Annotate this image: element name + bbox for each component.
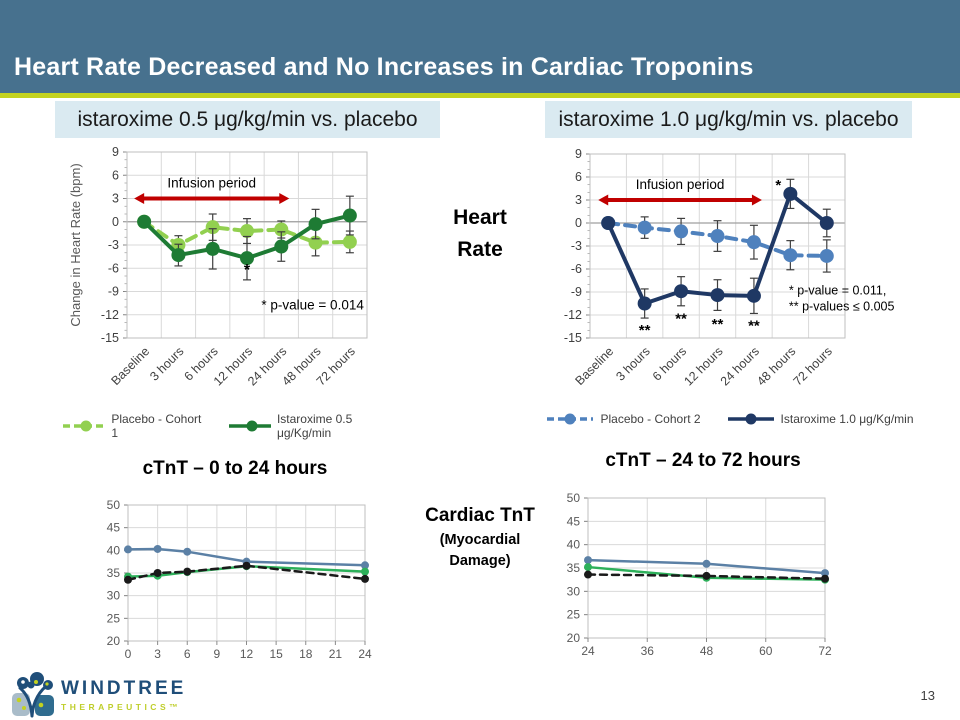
accent-stripe [0,93,960,98]
legend-label: Istaroxime 1.0 μg/Kg/min [780,412,914,426]
svg-text:**: ** [675,310,687,327]
svg-text:48 hours: 48 hours [754,344,798,388]
svg-text:18: 18 [299,647,313,661]
svg-text:25: 25 [567,608,581,622]
svg-text:-6: -6 [108,261,119,275]
svg-text:**: ** [639,322,651,339]
windtree-logo: WINDTREE THERAPEUTICS™ [10,672,186,718]
tree-logo-icon [12,672,54,718]
legend-label: Istaroxime 0.5 μg/Kg/min [276,412,353,440]
svg-text:-9: -9 [108,285,119,299]
svg-text:48: 48 [700,644,714,658]
svg-text:-15: -15 [564,331,582,345]
logo-sub: THERAPEUTICS™ [61,702,182,712]
svg-text:**: ** [712,316,724,333]
svg-text:50: 50 [567,491,581,505]
svg-text:25: 25 [107,611,121,625]
legend-label: Placebo - Cohort 2 [600,412,701,426]
svg-text:9: 9 [214,647,221,661]
svg-text:30: 30 [567,584,581,598]
svg-text:Infusion period: Infusion period [636,177,725,192]
legend-item: Istaroxime 1.0 μg/Kg/min [727,412,914,426]
svg-text:35: 35 [567,561,581,575]
legend-label: Placebo - Cohort 1 [111,412,202,440]
svg-text:72: 72 [818,644,832,658]
svg-text:-15: -15 [101,331,119,345]
solid-line-marker-icon [727,413,774,425]
svg-text:24: 24 [358,647,372,661]
svg-text:36: 36 [641,644,655,658]
svg-text:* p-value = 0.011,: * p-value = 0.011, [789,283,886,297]
svg-text:24: 24 [581,644,595,658]
svg-text:*: * [244,262,251,279]
svg-text:20: 20 [567,631,581,645]
svg-text:45: 45 [107,521,121,535]
svg-text:35: 35 [107,566,121,580]
legend-right: Placebo - Cohort 2 Istaroxime 1.0 μg/Kg/… [540,412,920,426]
svg-text:60: 60 [759,644,773,658]
svg-text:40: 40 [107,543,121,557]
svg-text:21: 21 [329,647,343,661]
slide-header: Heart Rate Decreased and No Increases in… [0,0,960,93]
cardiac-tnt-label: Cardiac TnT (Myocardial Damage) [425,505,535,570]
svg-text:6: 6 [112,168,119,182]
svg-text:Baseline: Baseline [573,344,617,388]
svg-text:3 hours: 3 hours [147,344,186,383]
svg-text:12 hours: 12 hours [681,344,725,388]
dashed-line-marker-icon [547,413,594,425]
panel-title-right: istaroxime 1.0 μg/kg/min vs. placebo [545,101,912,138]
dashed-line-marker-icon [63,420,106,432]
svg-text:3 hours: 3 hours [613,344,652,383]
svg-text:Infusion period: Infusion period [167,176,256,191]
logo-name: WINDTREE [61,678,187,699]
svg-text:9: 9 [112,145,119,159]
svg-text:-3: -3 [571,239,582,253]
heart-rate-label: Heart Rate [453,206,507,261]
svg-text:50: 50 [107,498,121,512]
svg-text:6: 6 [184,647,191,661]
svg-text:* p-value = 0.014: * p-value = 0.014 [261,297,364,312]
svg-text:-9: -9 [571,285,582,299]
svg-text:15: 15 [269,647,283,661]
svg-text:72 hours: 72 hours [791,344,835,388]
svg-text:*: * [775,177,781,194]
solid-line-marker-icon [228,420,271,432]
svg-text:-3: -3 [108,238,119,252]
svg-text:0: 0 [112,215,119,229]
svg-text:30: 30 [107,589,121,603]
svg-text:-12: -12 [101,308,119,322]
svg-text:40: 40 [567,538,581,552]
svg-text:45: 45 [567,514,581,528]
legend-left: Placebo - Cohort 1 Istaroxime 0.5 μg/Kg/… [62,412,397,440]
svg-text:0: 0 [575,216,582,230]
svg-text:0: 0 [125,647,132,661]
panel-title-left: istaroxime 0.5 μg/kg/min vs. placebo [55,101,440,138]
ctnt-chart-right: 20 25 30 35 40 45 50 24 36 48 60 72 [567,491,832,658]
svg-text:6: 6 [575,170,582,184]
svg-text:3: 3 [112,192,119,206]
legend-item: Istaroxime 0.5 μg/Kg/min [228,412,397,440]
svg-text:Baseline: Baseline [108,344,152,388]
page-title: Heart Rate Decreased and No Increases in… [14,53,754,81]
svg-text:-6: -6 [571,262,582,276]
svg-text:20: 20 [107,634,121,648]
ctnt-left-title: cTnT – 0 to 24 hours [142,458,328,479]
svg-text:24 hours: 24 hours [718,344,762,388]
page-number: 13 [920,688,935,703]
legend-item: Placebo - Cohort 1 [62,412,202,440]
svg-text:Change in Heart Rate (bpm): Change in Heart Rate (bpm) [68,163,83,326]
svg-text:3: 3 [575,193,582,207]
legend-item: Placebo - Cohort 2 [546,412,701,426]
svg-text:-12: -12 [564,308,582,322]
svg-text:12: 12 [240,647,254,661]
svg-text:9: 9 [575,147,582,161]
svg-text:**: ** [748,317,760,334]
ctnt-chart-left: 20 25 30 35 40 45 50 0 3 6 9 12 15 18 21 24 [107,498,372,661]
svg-text:** p-values ≤ 0.005: ** p-values ≤ 0.005 [789,299,895,313]
ctnt-right-title: cTnT – 24 to 72 hours [605,450,801,471]
svg-text:3: 3 [154,647,161,661]
